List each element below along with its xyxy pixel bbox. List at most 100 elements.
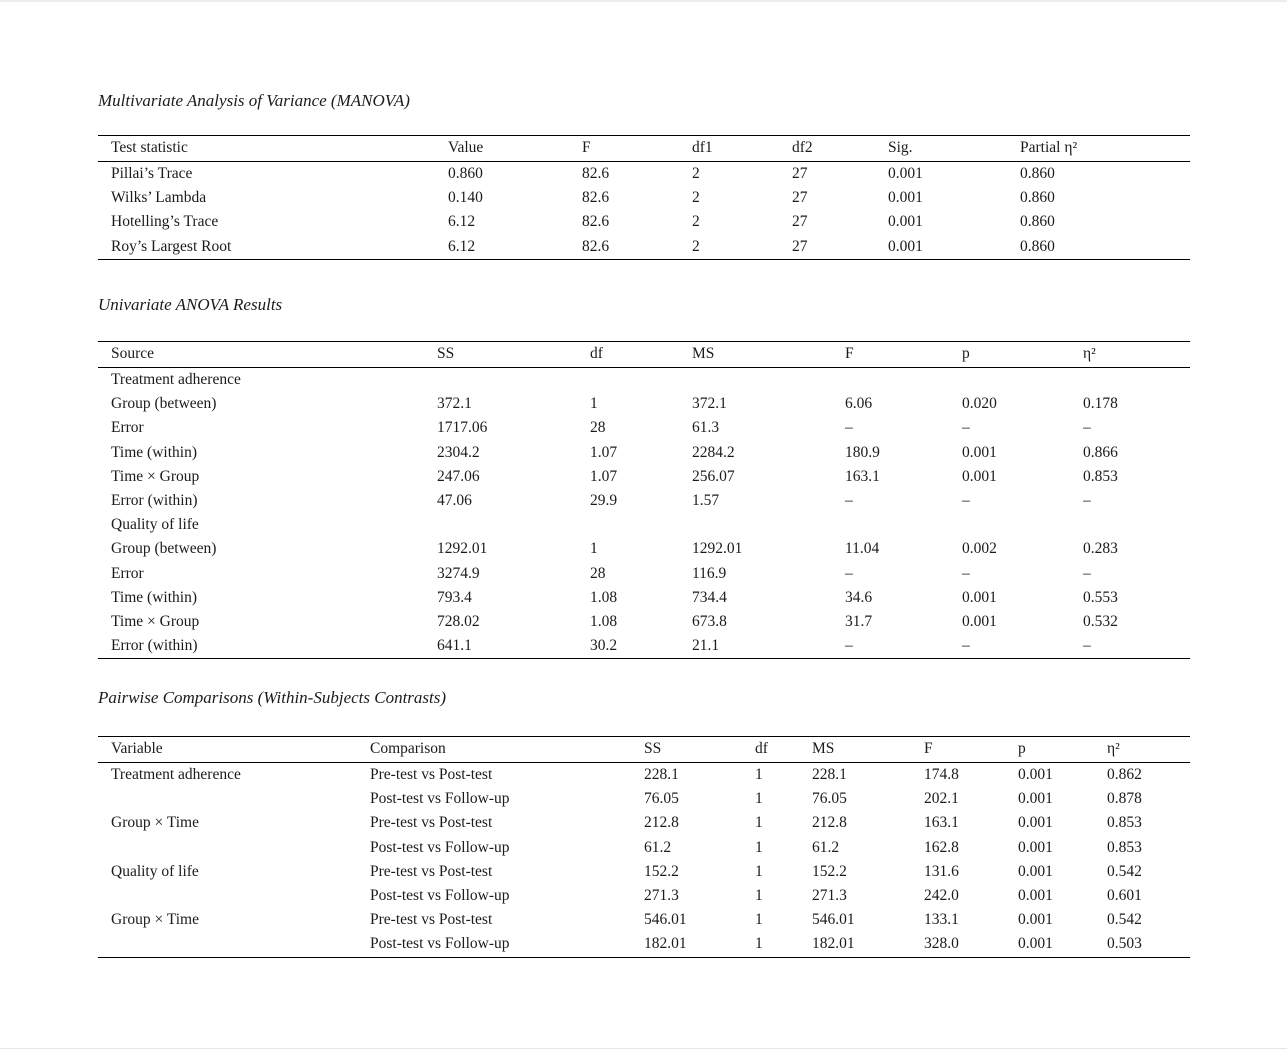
table-cell: 116.9 [692, 564, 727, 582]
table-cell: 3274.9 [437, 564, 480, 582]
table-cell: 0.860 [1020, 165, 1055, 182]
table-cell: 47.06 [437, 492, 472, 510]
table-cell: 152.2 [644, 862, 679, 880]
table-cell: 0.860 [448, 165, 483, 182]
table-row: Time (within) 2304.2 1.07 2284.2 180.9 0.001 0… [98, 441, 1190, 465]
table-cell: 0.553 [1083, 588, 1118, 606]
table-cell: 0.001 [888, 213, 923, 231]
column-header: F [845, 341, 962, 368]
table-cell: 546.01 [644, 911, 687, 929]
column-header: F [582, 135, 692, 162]
table-cell: 0.862 [1107, 766, 1142, 783]
table-cell: 2 [692, 237, 700, 255]
table-cell: 0.542 [1107, 862, 1142, 880]
table-cell: 163.1 [924, 814, 959, 832]
table-cell: 21.1 [692, 637, 720, 655]
table-cell: 0.001 [1018, 862, 1053, 880]
table-cell: 0.001 [1018, 935, 1053, 953]
table-row: Group (between) 372.1 1 372.1 6.06 0.020 0.178 [98, 392, 1190, 416]
table-cell: 61.3 [692, 419, 720, 437]
table-cell: 0.020 [962, 395, 997, 413]
column-header: Test statistic [98, 135, 448, 162]
table-cell: 247.06 [437, 467, 480, 485]
table-cell [98, 787, 370, 811]
table-cell: 1 [755, 862, 763, 880]
table-cell: 133.1 [924, 911, 959, 929]
table-cell: 28 [590, 419, 606, 437]
column-header: Comparison [370, 736, 644, 763]
table-cell: 180.9 [845, 443, 880, 461]
table-row: Treatment adherence [98, 368, 1190, 393]
table-cell: 0.860 [1020, 237, 1055, 255]
table-cell: – [1083, 419, 1091, 437]
table-cell: 0.601 [1107, 887, 1142, 905]
table-cell: 372.1 [692, 395, 727, 413]
table-cell: 1.57 [692, 492, 720, 510]
table-cell: 0.001 [1018, 911, 1053, 929]
column-header: df2 [792, 135, 888, 162]
table-cell: 1 [590, 395, 598, 413]
table-cell: Quality of life [111, 516, 199, 534]
table-cell [437, 513, 590, 537]
table-cell: 34.6 [845, 588, 873, 606]
table-cell: Error [111, 419, 144, 437]
column-header: Sig. [888, 135, 1020, 162]
table-cell: Wilks’ Lambda [111, 189, 207, 207]
table-cell: Roy’s Largest Root [111, 237, 232, 255]
column-header: Variable [98, 736, 370, 763]
table-cell: 0.853 [1083, 467, 1118, 485]
table-cell: 76.05 [812, 790, 847, 808]
table-cell: Group × Time [111, 911, 199, 929]
column-header: SS [644, 736, 755, 763]
table-cell: 152.2 [812, 862, 847, 880]
table-cell: 271.3 [644, 887, 679, 905]
table-cell: Error (within) [111, 492, 198, 510]
table-cell: 6.12 [448, 213, 476, 231]
table-cell: 61.2 [644, 838, 672, 856]
table-cell: 0.866 [1083, 443, 1118, 461]
column-header: Value [448, 135, 582, 162]
table-row: Error (within) 47.06 29.9 1.57 – – – [98, 489, 1190, 513]
table-row: Hotelling’s Trace 6.12 82.6 2 27 0.001 0.860 [98, 210, 1190, 234]
table-cell: 0.001 [962, 443, 997, 461]
table-cell: 27 [792, 213, 808, 231]
table-cell: 1717.06 [437, 419, 488, 437]
table-cell: 1 [755, 911, 763, 929]
table-cell: 2304.2 [437, 443, 480, 461]
table-row: Group × Time Pre-test vs Post-test 212.8 1 2… [98, 811, 1190, 835]
table-cell: 2 [692, 165, 700, 182]
table-cell: 212.8 [644, 814, 679, 832]
table-cell: – [1083, 564, 1091, 582]
table-cell: 1292.01 [437, 540, 488, 558]
table-cell: 27 [792, 237, 808, 255]
table-cell [692, 513, 845, 537]
column-header: η² [1083, 341, 1190, 368]
table-cell: 734.4 [692, 588, 727, 606]
table-cell: – [962, 637, 970, 655]
table-cell: 641.1 [437, 637, 472, 655]
table-cell: 27 [792, 189, 808, 207]
table-row: Quality of life Pre-test vs Post-test 152.… [98, 860, 1190, 884]
table-cell: 728.02 [437, 613, 480, 631]
table-cell: 0.878 [1107, 790, 1142, 808]
table-cell: 2 [692, 189, 700, 207]
table-cell: 0.542 [1107, 911, 1142, 929]
table-cell: 76.05 [644, 790, 679, 808]
table-row: Wilks’ Lambda 0.140 82.6 2 27 0.001 0.860 [98, 186, 1190, 210]
table-cell: Post-test vs Follow-up [370, 790, 510, 808]
table-cell: 328.0 [924, 935, 959, 953]
table-cell: Quality of life [111, 862, 199, 880]
table-cell: Pre-test vs Post-test [370, 814, 493, 832]
table-cell: 793.4 [437, 588, 472, 606]
table-cell: Time (within) [111, 443, 197, 461]
section-title-univariate-anova: Univariate ANOVA Results [98, 295, 283, 314]
table-cell: 0.178 [1083, 395, 1118, 413]
table-cell: 82.6 [582, 165, 610, 182]
table-row: Pillai’s Trace 0.860 82.6 2 27 0.001 0.860 [98, 162, 1190, 187]
table-cell: – [845, 564, 853, 582]
table-cell: 0.001 [1018, 766, 1053, 783]
table-cell: 1.08 [590, 613, 618, 631]
table-cell: Time × Group [111, 613, 200, 631]
